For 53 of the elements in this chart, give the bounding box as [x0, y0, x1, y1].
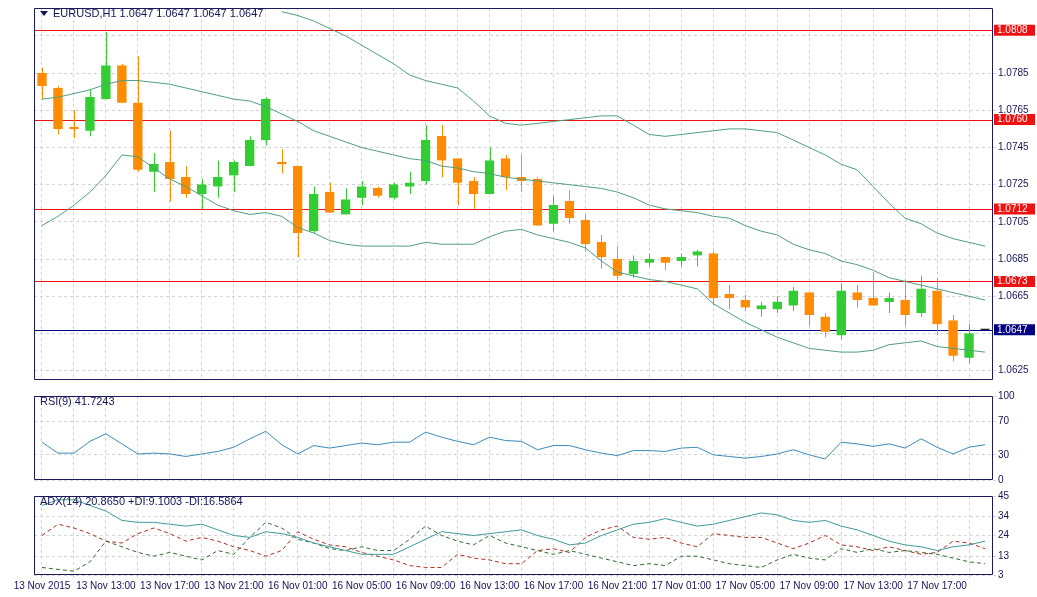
candlestick	[916, 275, 926, 318]
x-tick-label: 13 Nov 13:00	[76, 579, 137, 591]
ref-line-label: 1.0712	[997, 202, 1029, 214]
x-tick-label: 17 Nov 05:00	[715, 579, 776, 591]
candlestick	[181, 165, 191, 199]
candlestick	[324, 182, 335, 214]
y-tick-label: 1.0665	[998, 290, 1030, 302]
x-tick-label: 16 Nov 21:00	[587, 579, 648, 591]
x-tick-label: 13 Nov 2015	[13, 579, 71, 591]
ref-line-label: 1.0647	[997, 323, 1029, 335]
x-tick-label: 17 Nov 17:00	[907, 579, 968, 591]
ref-line-label: 1.0673	[997, 275, 1029, 287]
candlestick	[500, 154, 511, 191]
x-tick-label: 16 Nov 05:00	[331, 579, 392, 591]
y-tick-label: 30	[998, 448, 1010, 460]
y-tick-label: 13	[998, 549, 1010, 561]
candlestick	[165, 130, 175, 202]
x-tick-label: 17 Nov 09:00	[779, 579, 840, 591]
candlestick	[852, 284, 862, 308]
x-tick-label: 17 Nov 01:00	[651, 579, 712, 591]
y-tick-label: 1.0705	[998, 215, 1030, 227]
x-tick-label: 17 Nov 13:00	[843, 579, 904, 591]
y-tick-label: 45	[998, 489, 1010, 501]
ref-line-label: 1.0808	[997, 24, 1029, 36]
y-tick-label: 1.0625	[998, 364, 1030, 376]
chart-title: EURUSD,H1 1.0647 1.0647 1.0647 1.0647	[53, 7, 264, 19]
chart-title: RSI(9) 41.7243	[40, 395, 115, 407]
ref-line-label: 1.0760	[997, 113, 1029, 125]
y-tick-label: 1.0765	[998, 104, 1030, 116]
y-tick-label: 1.0725	[998, 178, 1030, 190]
candlestick	[884, 292, 894, 314]
y-tick-label: 34	[998, 510, 1010, 522]
y-tick-label: 100	[998, 389, 1016, 401]
y-tick-label: 1.0685	[998, 252, 1030, 264]
candlestick	[564, 189, 575, 225]
candlestick	[964, 323, 974, 364]
x-tick-label: 16 Nov 13:00	[459, 579, 520, 591]
x-tick-label: 16 Nov 09:00	[395, 579, 456, 591]
y-tick-label: 24	[998, 529, 1010, 541]
candlestick	[868, 271, 878, 307]
candlestick	[212, 160, 223, 199]
y-tick-label: 70	[998, 414, 1010, 426]
y-tick-label: 1.0785	[998, 66, 1030, 78]
x-tick-label: 13 Nov 21:00	[204, 579, 264, 591]
y-tick-label: 0	[998, 473, 1004, 485]
y-tick-label: 3	[998, 568, 1004, 580]
y-tick-label: 1.0745	[998, 141, 1030, 153]
candlestick	[804, 292, 815, 327]
x-tick-label: 13 Nov 17:00	[140, 579, 201, 591]
x-tick-label: 16 Nov 17:00	[523, 579, 584, 591]
x-tick-label: 16 Nov 01:00	[267, 579, 328, 591]
candlestick	[724, 284, 735, 310]
candlestick	[900, 279, 910, 327]
